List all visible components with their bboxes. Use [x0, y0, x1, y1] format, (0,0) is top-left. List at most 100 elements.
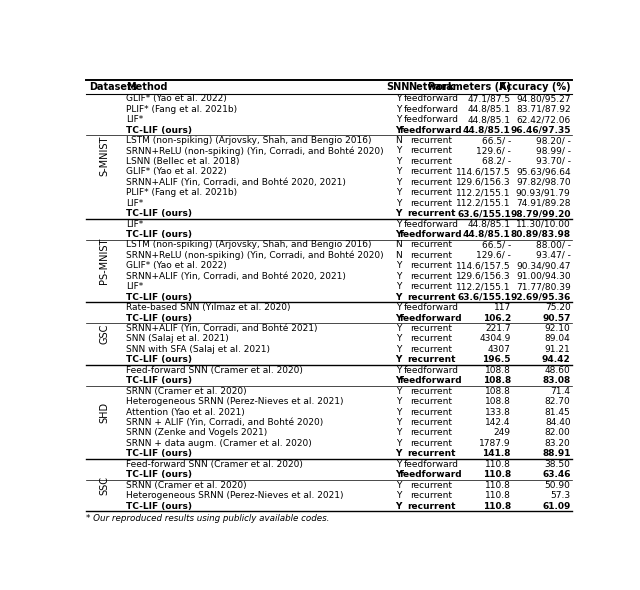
- Text: Y: Y: [396, 209, 401, 218]
- Text: Y: Y: [396, 115, 401, 124]
- Text: feedforward: feedforward: [404, 94, 459, 103]
- Text: PLIF* (Fang et al. 2021b): PLIF* (Fang et al. 2021b): [125, 188, 237, 197]
- Text: 129.6/ -: 129.6/ -: [476, 251, 511, 260]
- Text: SNN: SNN: [387, 82, 410, 92]
- Text: 1787.9: 1787.9: [479, 439, 511, 448]
- Text: 114.6/157.5: 114.6/157.5: [456, 168, 511, 176]
- Text: Y: Y: [396, 460, 401, 468]
- Text: 110.8: 110.8: [483, 470, 511, 479]
- Text: 94.80/95.27: 94.80/95.27: [516, 94, 571, 103]
- Text: Y: Y: [396, 491, 401, 500]
- Text: GSC: GSC: [99, 323, 109, 344]
- Text: recurrent: recurrent: [410, 418, 452, 427]
- Text: Y: Y: [396, 428, 401, 437]
- Text: SRNN+ReLU (non-spiking) (Yin, Corradi, and Bohté 2020): SRNN+ReLU (non-spiking) (Yin, Corradi, a…: [125, 146, 383, 156]
- Text: 92.69/95.36: 92.69/95.36: [510, 293, 571, 301]
- Text: Y: Y: [396, 397, 401, 406]
- Text: recurrent: recurrent: [410, 188, 452, 197]
- Text: 44.8/85.1: 44.8/85.1: [468, 219, 511, 228]
- Text: 112.2/155.1: 112.2/155.1: [456, 282, 511, 291]
- Text: SRNN (Cramer et al. 2020): SRNN (Cramer et al. 2020): [125, 481, 246, 490]
- Text: recurrent: recurrent: [410, 481, 452, 490]
- Text: LSTM (non-spiking) (Arjovsky, Shah, and Bengio 2016): LSTM (non-spiking) (Arjovsky, Shah, and …: [125, 241, 371, 250]
- Text: 75.20: 75.20: [545, 303, 571, 312]
- Text: Y: Y: [396, 272, 401, 281]
- Text: 83.08: 83.08: [542, 376, 571, 385]
- Text: 93.47/ -: 93.47/ -: [536, 251, 571, 260]
- Text: TC-LIF (ours): TC-LIF (ours): [125, 293, 192, 301]
- Text: LIF*: LIF*: [125, 282, 143, 291]
- Text: Method: Method: [125, 82, 167, 92]
- Text: 142.4: 142.4: [485, 418, 511, 427]
- Text: Y: Y: [396, 146, 401, 155]
- Text: 83.20: 83.20: [545, 439, 571, 448]
- Text: recurrent: recurrent: [410, 282, 452, 291]
- Text: 88.91: 88.91: [542, 450, 571, 458]
- Text: recurrent: recurrent: [410, 168, 452, 176]
- Text: Y: Y: [396, 481, 401, 490]
- Text: feedforward: feedforward: [404, 104, 459, 114]
- Text: 71.77/80.39: 71.77/80.39: [516, 282, 571, 291]
- Text: 98.20/ -: 98.20/ -: [536, 136, 571, 145]
- Text: 50.90: 50.90: [545, 481, 571, 490]
- Text: SRNN+ReLU (non-spiking) (Yin, Corradi, and Bohté 2020): SRNN+ReLU (non-spiking) (Yin, Corradi, a…: [125, 251, 383, 260]
- Text: Y: Y: [396, 355, 401, 364]
- Text: 90.57: 90.57: [542, 313, 571, 323]
- Text: 71.4: 71.4: [550, 386, 571, 396]
- Text: recurrent: recurrent: [410, 428, 452, 437]
- Text: 112.2/155.1: 112.2/155.1: [456, 199, 511, 208]
- Text: Y: Y: [396, 168, 401, 176]
- Text: GLIF* (Yao et al. 2022): GLIF* (Yao et al. 2022): [125, 261, 227, 270]
- Text: Feed-forward SNN (Cramer et al. 2020): Feed-forward SNN (Cramer et al. 2020): [125, 366, 303, 375]
- Text: 90.93/91.79: 90.93/91.79: [516, 188, 571, 197]
- Text: 91.00/94.30: 91.00/94.30: [516, 272, 571, 281]
- Text: Y: Y: [396, 408, 401, 417]
- Text: 110.8: 110.8: [485, 481, 511, 490]
- Text: S-MNIST: S-MNIST: [99, 136, 109, 176]
- Text: PLIF* (Fang et al. 2021b): PLIF* (Fang et al. 2021b): [125, 104, 237, 114]
- Text: SSC: SSC: [99, 476, 109, 494]
- Text: 98.99/ -: 98.99/ -: [536, 146, 571, 155]
- Text: recurrent: recurrent: [407, 209, 456, 218]
- Text: 108.8: 108.8: [483, 376, 511, 385]
- Text: SRNN+ALIF (Yin, Corradi, and Bohté 2021): SRNN+ALIF (Yin, Corradi, and Bohté 2021): [125, 324, 317, 333]
- Text: 196.5: 196.5: [483, 355, 511, 364]
- Text: feedforward: feedforward: [400, 313, 463, 323]
- Text: LIF*: LIF*: [125, 115, 143, 124]
- Text: 97.82/98.70: 97.82/98.70: [516, 178, 571, 187]
- Text: 221.7: 221.7: [485, 324, 511, 333]
- Text: Y: Y: [396, 126, 401, 135]
- Text: Y: Y: [396, 376, 401, 385]
- Text: 129.6/ -: 129.6/ -: [476, 146, 511, 155]
- Text: 44.8/85.1: 44.8/85.1: [468, 115, 511, 124]
- Text: 4307: 4307: [488, 345, 511, 354]
- Text: 92.10: 92.10: [545, 324, 571, 333]
- Text: Y: Y: [396, 94, 401, 103]
- Text: 82.00: 82.00: [545, 428, 571, 437]
- Text: SHD: SHD: [99, 401, 109, 422]
- Text: SRNN (Cramer et al. 2020): SRNN (Cramer et al. 2020): [125, 386, 246, 396]
- Text: LSTM (non-spiking) (Arjovsky, Shah, and Bengio 2016): LSTM (non-spiking) (Arjovsky, Shah, and …: [125, 136, 371, 145]
- Text: recurrent: recurrent: [410, 386, 452, 396]
- Text: SRNN + ALIF (Yin, Corradi, and Bohté 2020): SRNN + ALIF (Yin, Corradi, and Bohté 202…: [125, 418, 323, 427]
- Text: 133.8: 133.8: [485, 408, 511, 417]
- Text: Y: Y: [396, 293, 401, 301]
- Text: SRNN (Zenke and Vogels 2021): SRNN (Zenke and Vogels 2021): [125, 428, 267, 437]
- Text: TC-LIF (ours): TC-LIF (ours): [125, 450, 192, 458]
- Text: recurrent: recurrent: [410, 324, 452, 333]
- Text: Parameters (K): Parameters (K): [428, 82, 511, 92]
- Text: Heterogeneous SRNN (Perez-Nieves et al. 2021): Heterogeneous SRNN (Perez-Nieves et al. …: [125, 491, 343, 500]
- Text: 68.2/ -: 68.2/ -: [482, 157, 511, 166]
- Text: TC-LIF (ours): TC-LIF (ours): [125, 470, 192, 479]
- Text: N: N: [395, 251, 402, 260]
- Text: 93.70/ -: 93.70/ -: [536, 157, 571, 166]
- Text: Heterogeneous SRNN (Perez-Nieves et al. 2021): Heterogeneous SRNN (Perez-Nieves et al. …: [125, 397, 343, 406]
- Text: TC-LIF (ours): TC-LIF (ours): [125, 126, 192, 135]
- Text: Y: Y: [396, 418, 401, 427]
- Text: Rate-based SNN (Yılmaz et al. 2020): Rate-based SNN (Yılmaz et al. 2020): [125, 303, 291, 312]
- Text: 90.34/90.47: 90.34/90.47: [516, 261, 571, 270]
- Text: 95.63/96.64: 95.63/96.64: [516, 168, 571, 176]
- Text: recurrent: recurrent: [410, 146, 452, 155]
- Text: feedforward: feedforward: [400, 470, 463, 479]
- Text: 108.8: 108.8: [485, 366, 511, 375]
